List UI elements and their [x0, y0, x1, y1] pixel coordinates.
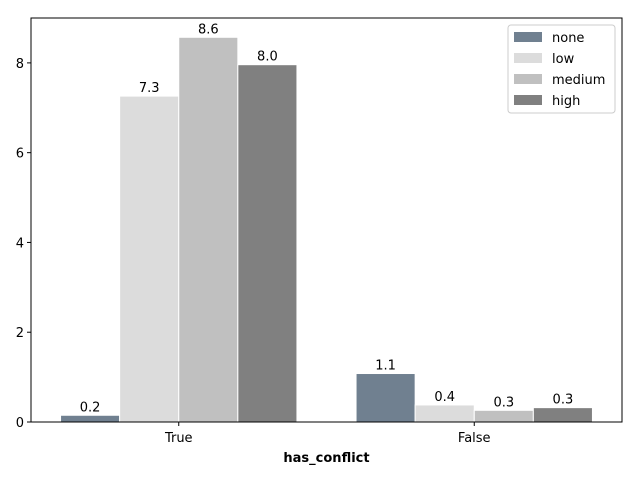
data-label-high-false: 0.3: [553, 393, 574, 408]
plot-frame: [30, 17, 623, 423]
data-label-low-false: 0.4: [434, 390, 455, 405]
y-tick-label-2: 2: [16, 326, 24, 341]
legend: none low medium high: [507, 24, 616, 114]
bar-high-true: [237, 64, 298, 423]
bar-low-false: [414, 404, 475, 423]
bars-group: [60, 36, 593, 423]
legend-label-medium: medium: [552, 73, 605, 88]
data-label-high-true: 8.0: [257, 50, 278, 65]
bar-medium-true: [178, 36, 239, 423]
y-tick-label-8: 8: [16, 57, 24, 72]
legend-swatch-low: [514, 53, 542, 63]
x-tick-label-true: True: [164, 431, 193, 446]
x-axis: True False: [164, 422, 491, 446]
data-label-none-false: 1.1: [375, 359, 396, 374]
legend-label-high: high: [552, 94, 580, 109]
bar-none-true: [60, 414, 121, 423]
y-tick-label-4: 4: [16, 236, 24, 251]
legend-label-low: low: [552, 52, 575, 67]
bar-medium-false: [473, 409, 534, 423]
x-tick-label-false: False: [458, 431, 491, 446]
data-label-medium-false: 0.3: [493, 395, 514, 410]
data-label-none-true: 0.2: [80, 400, 101, 415]
y-tick-label-6: 6: [16, 147, 24, 162]
legend-swatch-medium: [514, 74, 542, 84]
x-axis-title: has_conflict: [283, 451, 369, 466]
y-tick-label-0: 0: [16, 416, 24, 431]
legend-label-none: none: [552, 31, 584, 46]
bar-high-false: [532, 407, 593, 423]
bar-low-true: [119, 95, 180, 423]
bar-none-false: [355, 373, 416, 423]
legend-frame: [507, 24, 616, 114]
legend-swatch-none: [514, 32, 542, 42]
y-axis: 0 2 4 6 8: [16, 57, 31, 431]
legend-swatch-high: [514, 95, 542, 105]
data-label-medium-true: 8.6: [198, 22, 219, 37]
data-label-low-true: 7.3: [139, 81, 160, 96]
data-labels-group: 0.2 7.3 8.6 8.0 1.1 0.4 0.3 0.3: [80, 22, 573, 415]
